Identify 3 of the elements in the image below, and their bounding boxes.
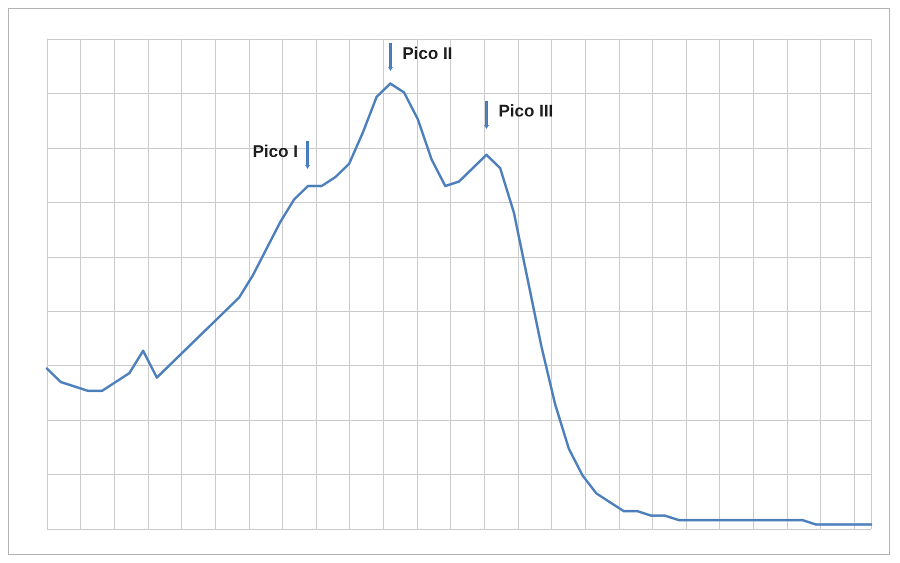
text: Pico II [402, 44, 452, 63]
annotation: Pico I [252, 142, 298, 161]
annotation: Pico III [498, 102, 554, 121]
